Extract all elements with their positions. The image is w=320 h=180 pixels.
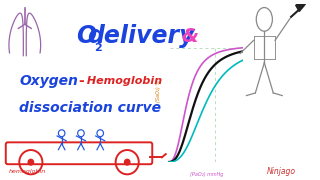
Bar: [296, 0, 306, 12]
Text: delivery: delivery: [87, 24, 195, 48]
Text: Hemoglobin: Hemoglobin: [83, 76, 162, 86]
Text: hemoglobin: hemoglobin: [9, 169, 46, 174]
Text: dissociation curve: dissociation curve: [19, 101, 161, 115]
Text: Ninjago: Ninjago: [267, 166, 296, 176]
Text: 2: 2: [94, 43, 101, 53]
Circle shape: [124, 159, 130, 165]
Text: (SaO₂) %: (SaO₂) %: [156, 80, 161, 102]
Text: O: O: [76, 24, 96, 48]
Circle shape: [28, 159, 34, 165]
Text: -: -: [78, 74, 84, 88]
Text: (PaO₂) mmHg: (PaO₂) mmHg: [190, 172, 224, 177]
Text: Oxygen: Oxygen: [19, 74, 78, 88]
Text: &: &: [182, 26, 199, 46]
